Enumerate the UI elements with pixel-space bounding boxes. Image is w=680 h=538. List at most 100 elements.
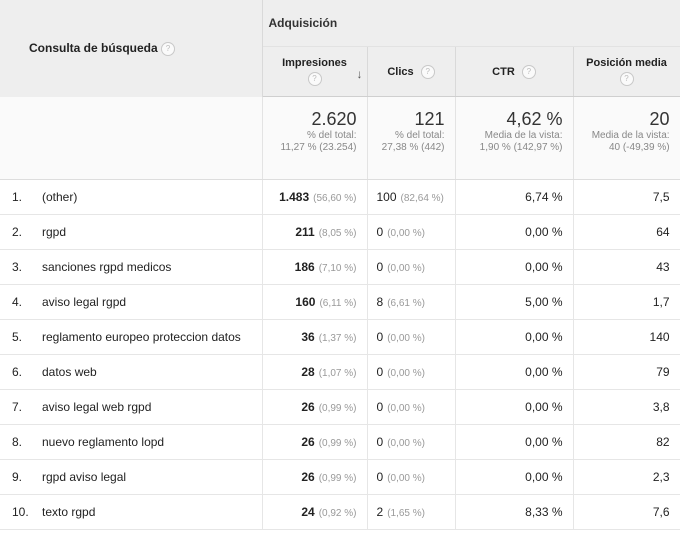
impressions-value: 186 — [294, 260, 315, 274]
help-icon[interactable]: ? — [161, 41, 176, 56]
total-impressions-caption: % del total: — [307, 130, 357, 141]
query-link[interactable]: aviso legal rgpd — [42, 294, 127, 309]
position-cell: 82 — [573, 424, 680, 460]
position-column-label: Posición media — [586, 57, 667, 69]
ctr-column-header[interactable]: CTR ? — [455, 46, 574, 97]
query-link[interactable]: rgpd — [42, 224, 67, 239]
impressions-value: 24 — [301, 505, 315, 519]
query-link[interactable]: datos web — [42, 364, 97, 379]
clicks-value: 0 — [376, 435, 384, 449]
position-cell: 64 — [573, 214, 680, 250]
clicks-value: 0 — [376, 225, 384, 239]
position-value: 7,6 — [652, 505, 670, 519]
position-cell: 3,8 — [573, 389, 680, 425]
row-index: 2. — [12, 225, 23, 240]
table-row: 9. rgpd aviso legal 26 (0,99 %) 0 (0,00 %) … — [0, 459, 680, 495]
help-icon[interactable]: ? — [619, 72, 634, 86]
position-cell: 7,5 — [573, 179, 680, 215]
clicks-value: 8 — [376, 295, 384, 309]
clicks-percent: (1,65 %) — [387, 508, 425, 519]
clicks-cell: 0 (0,00 %) — [367, 459, 456, 495]
ctr-value: 0,00 % — [525, 435, 563, 449]
impressions-percent: (0,99 %) — [318, 438, 357, 449]
clicks-cell: 0 (0,00 %) — [367, 249, 456, 285]
totals-row: 2.620 % del total: 11,27 % (23.254) 121 … — [0, 96, 680, 180]
sort-descending-icon[interactable]: ↓ — [356, 67, 363, 81]
impressions-value: 26 — [301, 435, 315, 449]
row-index: 8. — [12, 435, 23, 450]
clicks-cell: 0 (0,00 %) — [367, 319, 456, 355]
help-icon[interactable]: ? — [521, 64, 536, 79]
ctr-cell: 6,74 % — [455, 179, 574, 215]
clicks-value: 2 — [376, 505, 384, 519]
clicks-percent: (0,00 %) — [387, 263, 425, 274]
ctr-value: 8,33 % — [525, 505, 563, 519]
total-impressions-value: 2.620 — [311, 109, 357, 129]
impressions-cell: 26 (0,99 %) — [262, 459, 368, 495]
total-position-value: 20 — [649, 109, 670, 129]
ctr-value: 5,00 % — [525, 295, 563, 309]
impressions-percent: (0,99 %) — [318, 473, 357, 484]
total-position-caption: Media de la vista: — [591, 130, 670, 141]
data-rows: 1. (other) 1.483 (56,60 %) 100 (82,64 %) 6,… — [0, 179, 680, 530]
clicks-percent: (6,61 %) — [387, 298, 425, 309]
table-row: 10. texto rgpd 24 (0,92 %) 2 (1,65 %) 8,33 … — [0, 494, 680, 530]
position-value: 2,3 — [652, 470, 670, 484]
query-cell: 5. reglamento europeo proteccion datos — [0, 319, 263, 355]
clicks-percent: (0,00 %) — [387, 438, 425, 449]
ctr-cell: 0,00 % — [455, 354, 574, 390]
clicks-column-header[interactable]: Clics ? — [367, 46, 456, 97]
impressions-cell: 160 (6,11 %) — [262, 284, 368, 320]
impressions-cell: 28 (1,07 %) — [262, 354, 368, 390]
table-row: 4. aviso legal rgpd 160 (6,11 %) 8 (6,61 %)… — [0, 284, 680, 320]
position-cell: 2,3 — [573, 459, 680, 495]
impressions-value: 26 — [301, 470, 315, 484]
query-cell: 4. aviso legal rgpd — [0, 284, 263, 320]
table-row: 3. sanciones rgpd medicos 186 (7,10 %) 0 (0… — [0, 249, 680, 285]
query-link[interactable]: texto rgpd — [42, 504, 96, 519]
position-value: 7,5 — [652, 190, 670, 204]
clicks-cell: 0 (0,00 %) — [367, 424, 456, 460]
position-value: 3,8 — [652, 400, 670, 414]
query-column-header[interactable]: Consulta de búsqueda ? — [0, 0, 263, 97]
ctr-cell: 0,00 % — [455, 249, 574, 285]
clicks-percent: (82,64 %) — [400, 193, 444, 204]
impressions-percent: (8,05 %) — [318, 228, 357, 239]
row-index: 10. — [12, 505, 29, 520]
table-row: 8. nuevo reglamento lopd 26 (0,99 %) 0 (0,0… — [0, 424, 680, 460]
query-link[interactable]: aviso legal web rgpd — [42, 399, 152, 414]
table-row: 6. datos web 28 (1,07 %) 0 (0,00 %) 0,00 % … — [0, 354, 680, 390]
query-link[interactable]: sanciones rgpd medicos — [42, 259, 172, 274]
ctr-value: 6,74 % — [525, 190, 563, 204]
help-icon[interactable]: ? — [307, 72, 322, 86]
impressions-cell: 26 (0,99 %) — [262, 389, 368, 425]
clicks-percent: (0,00 %) — [387, 228, 425, 239]
ctr-cell: 0,00 % — [455, 214, 574, 250]
impressions-percent: (6,11 %) — [319, 298, 357, 309]
totals-ctr-cell: 4,62 % Media de la vista: 1,90 % (142,97… — [455, 96, 574, 180]
query-link[interactable]: rgpd aviso legal — [42, 469, 127, 484]
impressions-column-header[interactable]: Impresiones ? ↓ — [262, 46, 368, 97]
total-clicks-caption: % del total: — [395, 130, 445, 141]
query-cell: 1. (other) — [0, 179, 263, 215]
position-column-header[interactable]: Posición media ? — [573, 46, 680, 97]
query-cell: 6. datos web — [0, 354, 263, 390]
help-icon[interactable]: ? — [420, 64, 435, 79]
total-clicks-value: 121 — [414, 109, 445, 129]
total-position-detail: 40 (-49,39 %) — [608, 142, 670, 153]
impressions-cell: 211 (8,05 %) — [262, 214, 368, 250]
clicks-value: 0 — [376, 260, 384, 274]
acquisition-group-label: Adquisición — [268, 16, 338, 30]
query-link[interactable]: reglamento europeo proteccion datos — [42, 329, 241, 344]
query-link[interactable]: nuevo reglamento lopd — [42, 434, 165, 449]
totals-impressions-cell: 2.620 % del total: 11,27 % (23.254) — [262, 96, 368, 180]
clicks-value: 100 — [376, 190, 397, 204]
impressions-percent: (7,10 %) — [318, 263, 357, 274]
query-link[interactable]: (other) — [42, 189, 78, 204]
ctr-value: 0,00 % — [525, 365, 563, 379]
impressions-percent: (1,07 %) — [318, 368, 357, 379]
impressions-value: 36 — [301, 330, 315, 344]
impressions-percent: (1,37 %) — [318, 333, 357, 344]
table-row: 7. aviso legal web rgpd 26 (0,99 %) 0 (0,00… — [0, 389, 680, 425]
